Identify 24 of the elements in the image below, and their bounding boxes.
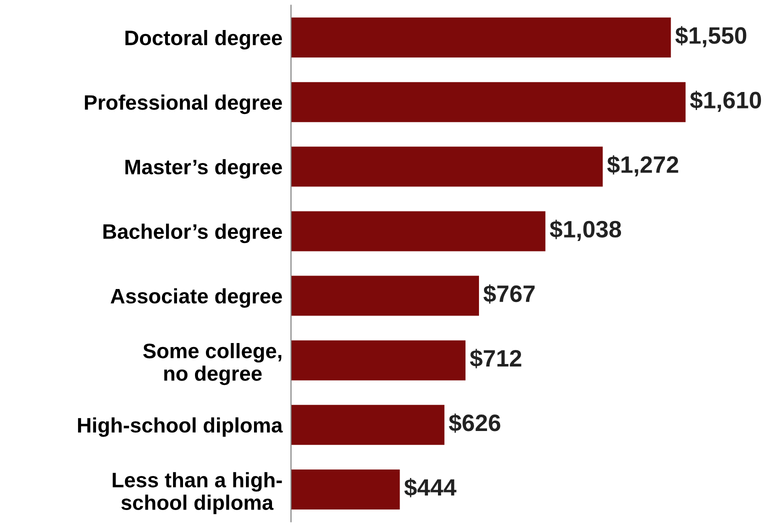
data-label: $1,550 xyxy=(675,26,746,48)
data-label: $767 xyxy=(483,284,535,304)
y-tick-label: Associate degree xyxy=(110,288,282,308)
y-tick-label: Doctoral degree xyxy=(125,30,282,50)
y-tick-label: Less than a high- school diploma xyxy=(112,472,282,514)
data-label: $1,272 xyxy=(607,155,678,176)
data-label: $1,038 xyxy=(550,220,622,241)
y-tick-label: Professional degree xyxy=(84,94,282,114)
y-tick-label: High-school diploma xyxy=(78,417,283,437)
data-label: $626 xyxy=(448,413,500,433)
bar xyxy=(291,18,671,58)
bar xyxy=(291,469,400,510)
y-tick-label: Some college, no degree xyxy=(143,343,282,386)
bar xyxy=(291,276,479,316)
y-tick-label: Master’s degree xyxy=(125,159,282,179)
bar xyxy=(291,211,546,252)
bar xyxy=(291,82,686,122)
data-label: $444 xyxy=(404,478,456,498)
bar xyxy=(291,404,444,445)
data-label: $712 xyxy=(470,348,522,368)
data-label: $1,610 xyxy=(690,90,761,112)
bar xyxy=(291,340,466,380)
y-tick-label: Bachelor’s degree xyxy=(103,224,282,244)
bar xyxy=(291,146,603,187)
